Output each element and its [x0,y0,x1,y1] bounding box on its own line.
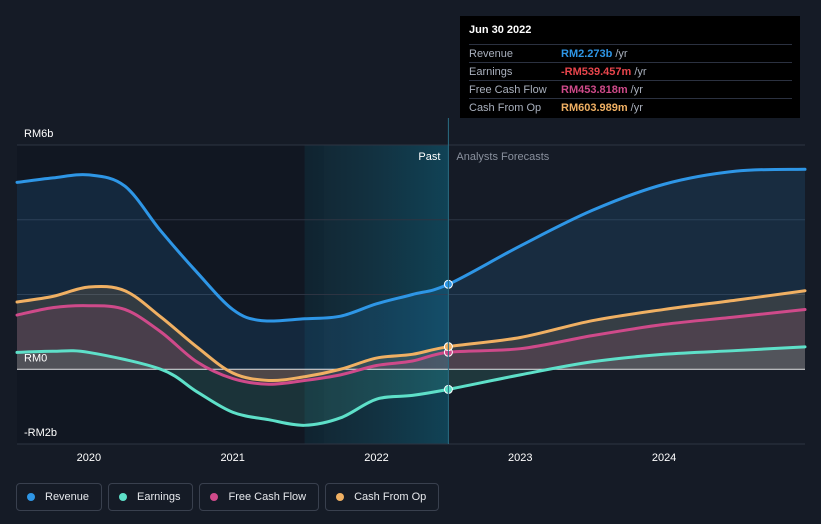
earnings-area [17,346,805,426]
x-tick-label: 2022 [364,452,388,464]
tooltip-row: Free Cash Flow RM453.818m/yr [469,80,792,98]
legend-label: Cash From Op [354,491,427,503]
tooltip-row: Earnings -RM539.457m/yr [469,62,792,80]
x-tick-label: 2021 [220,452,244,464]
legend-dot-icon [27,493,35,501]
free-cash-flow-line [15,304,807,386]
revenue-line [15,167,807,323]
x-tick-label: 2023 [508,452,532,464]
tooltip-value: -RM539.457m [561,65,632,78]
legend-label: Earnings [137,491,181,503]
legend-item-earnings[interactable]: Earnings [108,483,194,511]
tooltip-row: Revenue RM2.273b/yr [469,44,792,62]
legend: Revenue Earnings Free Cash Flow Cash From O… [16,483,440,511]
tooltip-row: Cash From Op RM603.989m/yr [469,98,792,116]
x-tick-label: 2024 [652,452,676,464]
earnings-line [15,345,807,427]
tooltip-label: Revenue [469,47,514,60]
y-tick-label: RM6b [24,128,53,140]
tooltip-unit: /yr [615,47,628,60]
tooltip-rows: Revenue RM2.273b/yr Earnings -RM539.457m/yr… [469,44,792,116]
tooltip-unit: /yr [634,65,647,78]
x-tick-label: 2020 [77,452,101,464]
legend-item-free-cash-flow[interactable]: Free Cash Flow [199,483,320,511]
legend-label: Free Cash Flow [228,491,307,503]
y-axis-labels: RM6b RM0 -RM2b [24,128,57,439]
tooltip-label: Cash From Op [469,101,542,114]
tooltip-label: Earnings [469,65,513,78]
forecast-label: Analysts Forecasts [456,151,549,163]
legend-item-revenue[interactable]: Revenue [16,483,103,511]
legend-item-cash-from-op[interactable]: Cash From Op [325,483,440,511]
legend-dot-icon [336,493,345,501]
tooltip: Jun 30 2022 Revenue RM2.273b/yr Earnings -R… [460,16,800,118]
cash-from-op-area [17,286,805,381]
tooltip-value: RM453.818m [561,83,628,96]
x-axis-labels: 2020 2021 2022 2023 2024 [77,452,677,464]
legend-dot-icon [210,493,219,501]
tooltip-unit: /yr [630,83,643,96]
tooltip-date: Jun 30 2022 [469,24,532,36]
series-lines [15,167,807,427]
legend-dot-icon [119,493,128,501]
legend-label: Revenue [45,491,90,503]
past-label: Past [418,151,440,163]
y-tick-label: RM0 [24,352,47,364]
free-cash-flow-area [17,305,805,385]
tooltip-value: RM603.989m [561,101,628,114]
tooltip-value: RM2.273b [561,47,613,60]
tooltip-unit: /yr [630,101,643,114]
cash-from-op-line [15,284,807,383]
tooltip-label: Free Cash Flow [469,83,547,96]
y-tick-label: -RM2b [24,427,57,439]
